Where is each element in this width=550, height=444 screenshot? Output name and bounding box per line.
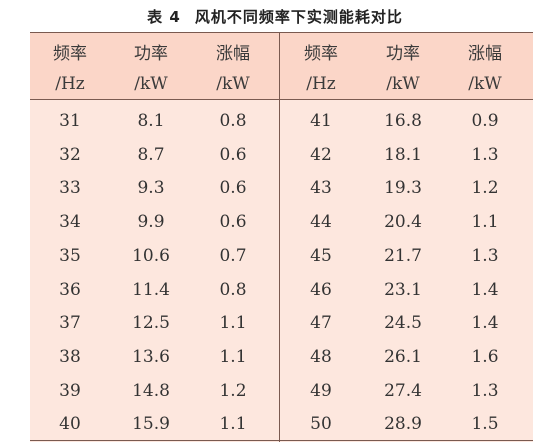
table-cell: 28.9 (384, 414, 422, 435)
table-cell: 41 (310, 111, 332, 131)
table-cell: 24.5 (384, 313, 422, 334)
table-cell: 23.1 (384, 279, 422, 300)
table-cell: 0.7 (219, 245, 247, 266)
header-left-increase-name: 涨幅 (216, 44, 250, 64)
table-cell: 48 (310, 346, 332, 367)
header-right-freq-unit: /Hz (306, 74, 336, 94)
table-cell: 37 (59, 313, 81, 334)
table-cell: 50 (310, 414, 332, 435)
header-left-power-unit: /kW (134, 74, 168, 94)
table-cell: 15.9 (132, 414, 170, 435)
table-cell: 9.3 (137, 178, 165, 199)
data-table: 频率/Hz 功率/kW 涨幅/kW 频率/Hz 功率/kW 涨幅/kW 31 8.1 0.8 41… (30, 32, 533, 442)
table-cell: 27.4 (384, 380, 422, 401)
table-cell: 21.7 (384, 245, 422, 266)
table-cell: 13.6 (132, 346, 170, 367)
header-right-increase-unit: /kW (468, 74, 502, 94)
table-cell: 1.2 (471, 178, 499, 199)
table-cell: 10.6 (132, 245, 170, 266)
table-cell: 42 (310, 144, 332, 165)
table-cell: 1.4 (471, 279, 499, 300)
table-cell: 19.3 (384, 178, 422, 199)
table-cell: 18.1 (384, 144, 422, 165)
table-cell: 12.5 (132, 313, 170, 334)
table-number: 表 4 (147, 7, 181, 26)
table-cell: 0.8 (219, 111, 247, 131)
table-cell: 1.5 (471, 414, 499, 435)
table-cell: 38 (59, 346, 81, 367)
table-cell: 11.4 (132, 279, 170, 300)
table-caption: 风机不同频率下实测能耗对比 (194, 7, 403, 26)
table-cell: 1.1 (471, 212, 499, 233)
table-cell: 49 (310, 380, 332, 401)
table-cell: 0.6 (219, 178, 247, 199)
table-cell: 1.3 (471, 245, 499, 266)
table-cell: 1.4 (471, 313, 499, 334)
table-cell: 26.1 (384, 346, 422, 367)
table-cell: 32 (59, 144, 81, 165)
table-title: 表 4 风机不同频率下实测能耗对比 (0, 0, 550, 32)
header-right-power-unit: /kW (386, 74, 420, 94)
table-cell: 0.6 (219, 144, 247, 165)
table-header (30, 32, 533, 100)
header-left-freq-name: 频率 (53, 44, 87, 64)
table-cell: 1.3 (471, 380, 499, 401)
table-cell: 14.8 (132, 380, 170, 401)
header-right-increase-name: 涨幅 (468, 44, 502, 64)
table-bottom-rule (30, 440, 533, 441)
column-separator (279, 32, 280, 442)
table-cell: 1.3 (471, 144, 499, 165)
header-right-power-name: 功率 (386, 44, 420, 64)
table-cell: 1.2 (219, 380, 247, 401)
table-cell: 20.4 (384, 212, 422, 233)
table-cell: 34 (59, 212, 81, 233)
table-cell: 35 (59, 245, 81, 266)
table-cell: 8.7 (137, 144, 165, 165)
table-cell: 36 (59, 279, 81, 300)
table-cell: 45 (310, 245, 332, 266)
table-cell: 0.6 (219, 212, 247, 233)
table-cell: 44 (310, 212, 332, 233)
table-cell: 8.1 (137, 111, 165, 131)
table-cell: 33 (59, 178, 81, 199)
table-cell: 1.1 (219, 346, 247, 367)
table-cell: 1.1 (219, 313, 247, 334)
header-left-increase-unit: /kW (216, 74, 250, 94)
table-cell: 1.6 (471, 346, 499, 367)
table-cell: 16.8 (384, 111, 422, 131)
table-cell: 43 (310, 178, 332, 199)
header-left-power-name: 功率 (134, 44, 168, 64)
table-cell: 9.9 (137, 212, 165, 233)
table-cell: 1.1 (219, 414, 247, 435)
table-cell: 0.8 (219, 279, 247, 300)
header-right-freq-name: 频率 (304, 44, 338, 64)
header-left-freq-unit: /Hz (55, 74, 85, 94)
table-cell: 39 (59, 380, 81, 401)
table-cell: 47 (310, 313, 332, 334)
table-cell: 46 (310, 279, 332, 300)
table-cell: 31 (59, 111, 81, 131)
table-cell: 40 (59, 414, 81, 435)
table-cell: 0.9 (471, 111, 499, 131)
